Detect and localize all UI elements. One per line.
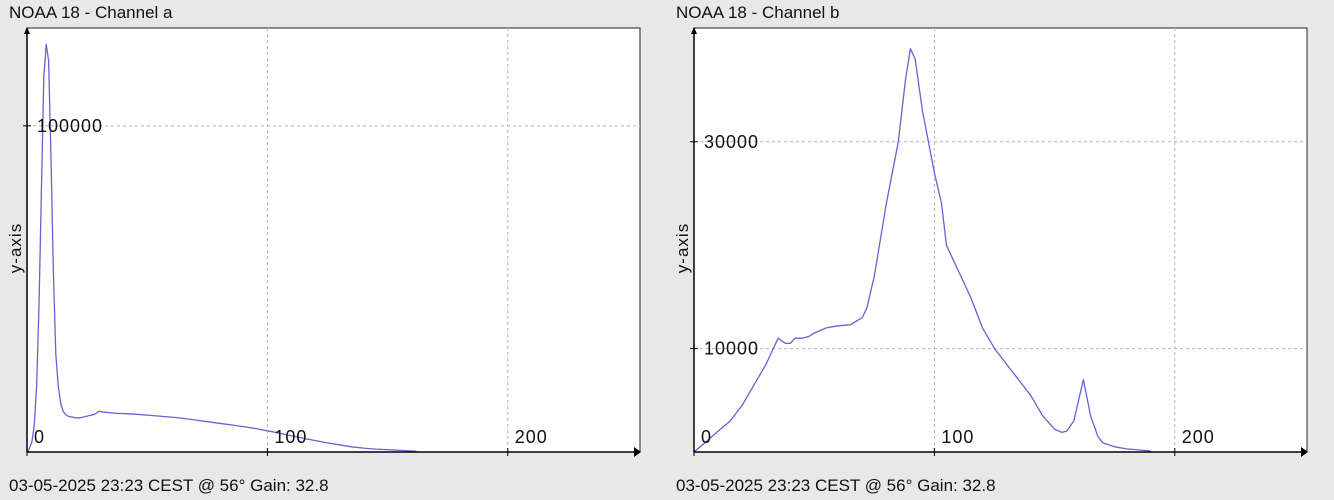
- y-tick-label: 30000: [704, 132, 759, 152]
- y-tick-label: 10000: [704, 339, 759, 359]
- y-tick-label: 100000: [37, 116, 103, 136]
- x-tick-label: 200: [1182, 427, 1215, 447]
- x-axis-arrow-icon: [1301, 447, 1308, 457]
- plot-area: [693, 27, 1308, 453]
- y-axis-label: y-axis: [673, 223, 692, 273]
- x-tick-label: 100: [274, 427, 307, 447]
- data-series-line: [26, 43, 417, 453]
- chart-b-plot: 0 100 200 10000 30000 y-axis: [673, 27, 1308, 457]
- x-tick-label: 0: [34, 427, 45, 447]
- x-axis-arrow-icon: [634, 447, 641, 457]
- chart-title: NOAA 18 - Channel a: [9, 3, 173, 22]
- chart-panel-channel-a: NOAA 18 - Channel a 0 100 200 100000 y-axis …: [6, 3, 641, 495]
- plot-area: [26, 27, 641, 453]
- data-series-line: [693, 48, 1151, 453]
- y-axis-label: y-axis: [6, 223, 25, 273]
- chart-a-plot: 0 100 200 100000 y-axis: [6, 27, 641, 457]
- chart-footer-timestamp: 03-05-2025 23:23 CEST @ 56° Gain: 32.8: [9, 476, 329, 495]
- chart-footer-timestamp: 03-05-2025 23:23 CEST @ 56° Gain: 32.8: [676, 476, 996, 495]
- chart-title: NOAA 18 - Channel b: [676, 3, 840, 22]
- chart-panel-channel-b: NOAA 18 - Channel b 0 100 200 10000 30000 y-a…: [667, 0, 1334, 500]
- x-tick-label: 200: [515, 427, 548, 447]
- y-axis-arrow-icon: [691, 27, 697, 34]
- x-tick-label: 0: [701, 427, 712, 447]
- y-axis-arrow-icon: [24, 27, 30, 34]
- x-tick-label: 100: [941, 427, 974, 447]
